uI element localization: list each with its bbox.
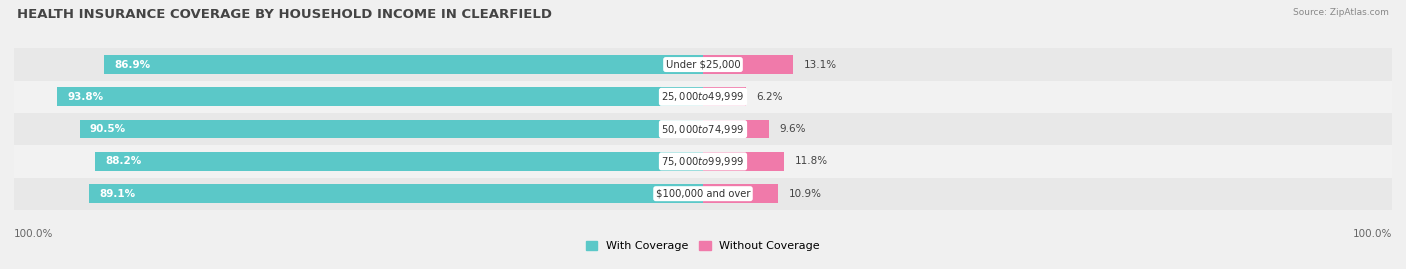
Text: $75,000 to $99,999: $75,000 to $99,999 [661, 155, 745, 168]
Bar [703, 87, 745, 106]
Text: 100.0%: 100.0% [14, 229, 53, 239]
Bar [14, 145, 1392, 178]
Text: Source: ZipAtlas.com: Source: ZipAtlas.com [1294, 8, 1389, 17]
Text: 86.9%: 86.9% [115, 59, 150, 70]
Bar [96, 152, 703, 171]
Text: Under $25,000: Under $25,000 [665, 59, 741, 70]
Text: $100,000 and over: $100,000 and over [655, 189, 751, 199]
Bar [14, 81, 1392, 113]
Bar [703, 152, 785, 171]
Bar [703, 184, 778, 203]
Text: 11.8%: 11.8% [794, 156, 828, 167]
Text: $50,000 to $74,999: $50,000 to $74,999 [661, 123, 745, 136]
Text: 6.2%: 6.2% [756, 92, 783, 102]
Text: 88.2%: 88.2% [105, 156, 142, 167]
Bar [14, 178, 1392, 210]
Text: 10.9%: 10.9% [789, 189, 821, 199]
Bar [14, 48, 1392, 81]
Text: 89.1%: 89.1% [100, 189, 135, 199]
Text: 13.1%: 13.1% [804, 59, 837, 70]
Text: 93.8%: 93.8% [67, 92, 103, 102]
Bar [56, 87, 703, 106]
Bar [14, 113, 1392, 145]
Text: 9.6%: 9.6% [779, 124, 806, 134]
Bar [80, 120, 703, 139]
Text: 100.0%: 100.0% [1353, 229, 1392, 239]
Bar [703, 55, 793, 74]
Text: HEALTH INSURANCE COVERAGE BY HOUSEHOLD INCOME IN CLEARFIELD: HEALTH INSURANCE COVERAGE BY HOUSEHOLD I… [17, 8, 553, 21]
Bar [703, 120, 769, 139]
Legend: With Coverage, Without Coverage: With Coverage, Without Coverage [582, 236, 824, 256]
Bar [104, 55, 703, 74]
Text: $25,000 to $49,999: $25,000 to $49,999 [661, 90, 745, 103]
Bar [89, 184, 703, 203]
Text: 90.5%: 90.5% [90, 124, 127, 134]
